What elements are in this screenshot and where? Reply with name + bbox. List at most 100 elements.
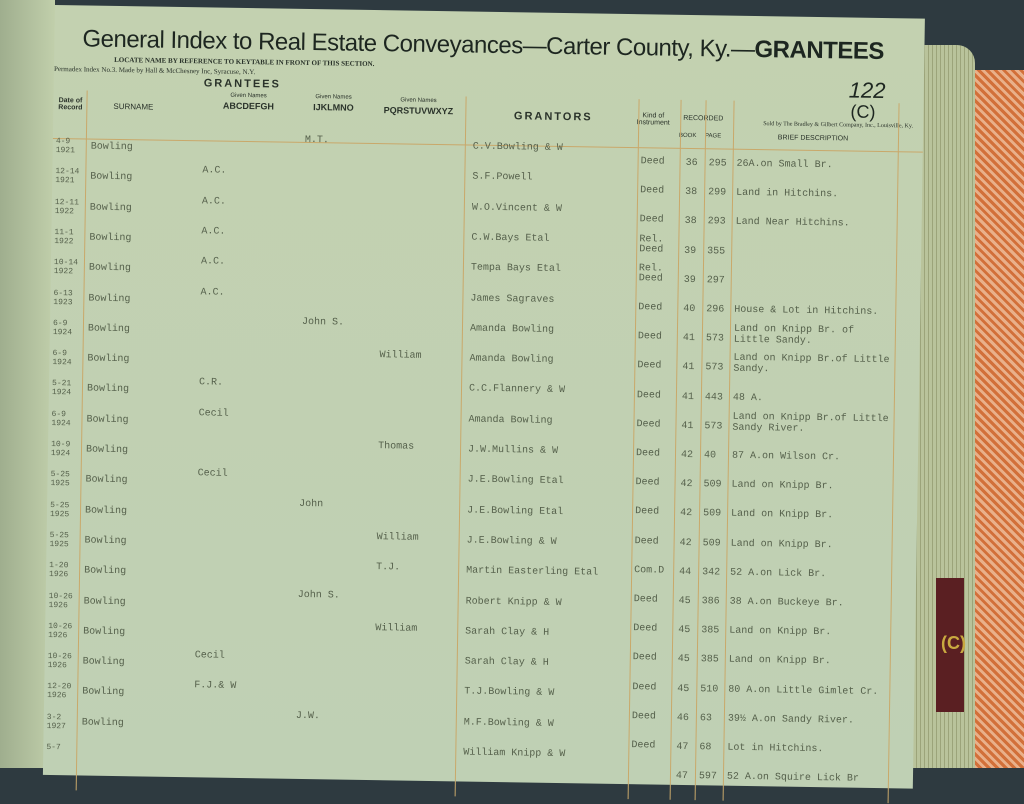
page-number-cell: 293 <box>707 216 726 228</box>
section-letter: (C) <box>850 101 876 122</box>
brief-description: 52 A.on Lick Br. <box>730 567 827 580</box>
date-header: Date of Record <box>58 97 83 112</box>
brief-description: Land on Knipp Br. <box>728 655 831 668</box>
record-year: 1925 <box>49 539 69 550</box>
brief-description: House & Lot in Hitchins. <box>734 304 879 318</box>
grantees-header: GRANTEES <box>203 77 281 91</box>
instrument-kind: Deed <box>634 535 659 548</box>
record-year: 1921 <box>55 176 75 186</box>
recorded-header: RECORDED <box>683 114 724 123</box>
record-date: 12-20 <box>47 682 72 692</box>
instrument-kind: Deed <box>640 185 665 197</box>
maker-note: Permadex Index No.3. Made by Hall & McCh… <box>53 64 256 77</box>
page-number-cell: 573 <box>705 333 724 345</box>
surname: Bowling <box>83 596 126 608</box>
entries: 4-9 1921 Bowling M.T. C.V.Bowling & W 12-14 19… <box>46 5 925 785</box>
surname: Bowling <box>84 505 128 517</box>
record-year: 1924 <box>51 388 72 398</box>
surname: Bowling <box>81 717 124 729</box>
index-tab-c[interactable]: (C) <box>936 578 966 712</box>
record-date: 12-14 <box>55 167 80 177</box>
brief-description: 87 A.on Wilson Cr. <box>731 450 841 464</box>
book-number: 39 <box>684 245 697 257</box>
given-name-a-h: Cecil <box>197 468 228 481</box>
grantor-name: T.J.Bowling & W <box>464 686 555 700</box>
book-number: 45 <box>678 595 691 608</box>
book-number: 39 <box>683 274 696 286</box>
surname: Bowling <box>90 141 133 154</box>
book-number: 40 <box>683 303 696 316</box>
instrument-kind: Rel. Deed <box>638 263 664 285</box>
record-date: 10-9 <box>51 439 71 450</box>
record-year: 1922 <box>54 206 75 216</box>
page-number-cell: 509 <box>702 537 721 550</box>
record-date: 5-25 <box>49 530 69 541</box>
page-number-cell: 342 <box>702 567 721 579</box>
grantor-name: J.E.Bowling Etal <box>467 505 564 518</box>
given-name-a-h: F.J.& W <box>194 680 237 693</box>
surname: Bowling <box>85 474 128 487</box>
page-number-cell: 510 <box>700 683 719 696</box>
page-number-cell: 385 <box>700 654 719 666</box>
grantor-name: Sarah Clay & H <box>465 626 550 639</box>
grantor-name: J.E.Bowling & W <box>466 535 557 548</box>
grantor-name: Robert Knipp & W <box>465 596 562 609</box>
instrument-kind: Deed <box>637 331 662 343</box>
page-number-cell: 295 <box>708 158 727 170</box>
surname: Bowling <box>89 202 132 214</box>
grantor-name: Amanda Bowling <box>469 353 554 366</box>
title-bold: GRANTEES <box>754 35 885 66</box>
given3-header: PQRSTUVWXYZ <box>383 105 454 117</box>
given1-header: ABCDEFGH <box>222 100 275 112</box>
page-number-cell: 385 <box>701 625 720 637</box>
record-year: 1925 <box>50 479 70 489</box>
record-date: 6-13 <box>53 288 73 298</box>
book-number: 47 <box>675 771 689 783</box>
brief-description: 39½ A.on Sandy River. <box>727 713 854 727</box>
instrument-kind: Deed <box>635 448 661 460</box>
given-name-a-h: A.C. <box>202 165 227 178</box>
page-number-cell: 355 <box>707 245 726 258</box>
record-year: 1926 <box>48 570 69 580</box>
brief-description: Land Near Hitchins. <box>735 217 850 230</box>
grantor-name: Sarah Clay & H <box>464 656 549 669</box>
surname: Bowling <box>82 656 125 669</box>
instrument-kind: Deed <box>640 156 665 168</box>
brief-description: 80 A.on Little Gimlet Cr. <box>728 684 879 698</box>
page-number-cell: 386 <box>701 596 720 608</box>
brief-description: 26A.on Small Br. <box>736 158 833 172</box>
record-date: 5-21 <box>51 379 72 389</box>
page-number-cell: 573 <box>704 421 723 433</box>
page-number: 122 <box>848 77 886 104</box>
brief-description: Land on Knipp Br.of Little Sandy River. <box>732 411 889 435</box>
instrument-kind: Deed <box>632 681 657 694</box>
grantor-name: Amanda Bowling <box>468 414 553 427</box>
record-year: 1926 <box>48 600 68 610</box>
record-year: 1924 <box>50 448 71 459</box>
record-year: 1922 <box>54 236 74 247</box>
grantor-name: W.O.Vincent & W <box>471 202 562 215</box>
page-number-cell: 509 <box>703 479 722 491</box>
instrument-kind: Deed <box>639 214 664 226</box>
record-date: 5-25 <box>50 500 70 510</box>
surname: Bowling <box>82 686 125 699</box>
book-number: 38 <box>685 187 698 199</box>
book-number: 38 <box>684 216 697 228</box>
record-date: 4-9 <box>55 137 71 147</box>
sold-by-note: Sold by The Bradley & Gilbert Company, I… <box>763 121 914 130</box>
tab-letter: (C) <box>941 633 966 653</box>
given-name-a-h: Cecil <box>194 650 225 662</box>
given-name-i-o: John S. <box>297 589 340 602</box>
book-number: 47 <box>676 741 689 754</box>
brief-description: Land on Knipp Br. <box>731 479 834 493</box>
given-name-a-h: A.C. <box>200 286 225 299</box>
grantor-name: M.F.Bowling & W <box>463 717 554 730</box>
record-year: 1926 <box>47 691 67 701</box>
book-number: 42 <box>679 508 693 520</box>
page-header: PAGE <box>704 133 722 140</box>
given-name-p-z: T.J. <box>376 562 401 574</box>
given-name-i-o: John <box>299 498 324 510</box>
page-number-cell: 509 <box>702 508 722 520</box>
page-number-cell: 68 <box>699 742 712 754</box>
given-name-a-h: C.R. <box>198 377 224 390</box>
